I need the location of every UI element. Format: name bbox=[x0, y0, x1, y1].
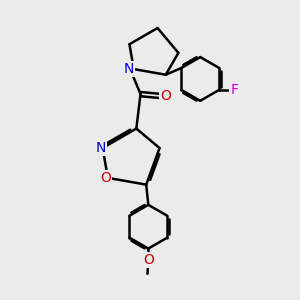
Text: N: N bbox=[95, 141, 106, 155]
Text: O: O bbox=[160, 89, 171, 103]
Text: O: O bbox=[100, 171, 111, 185]
Text: N: N bbox=[124, 62, 134, 76]
Text: F: F bbox=[230, 83, 238, 97]
Text: O: O bbox=[143, 254, 154, 267]
